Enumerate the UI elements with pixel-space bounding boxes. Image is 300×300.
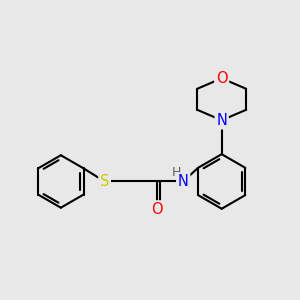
Text: N: N (216, 113, 227, 128)
Text: H: H (172, 166, 182, 179)
Text: O: O (216, 71, 227, 86)
Text: N: N (178, 174, 189, 189)
Text: O: O (151, 202, 163, 217)
Text: S: S (100, 174, 109, 189)
